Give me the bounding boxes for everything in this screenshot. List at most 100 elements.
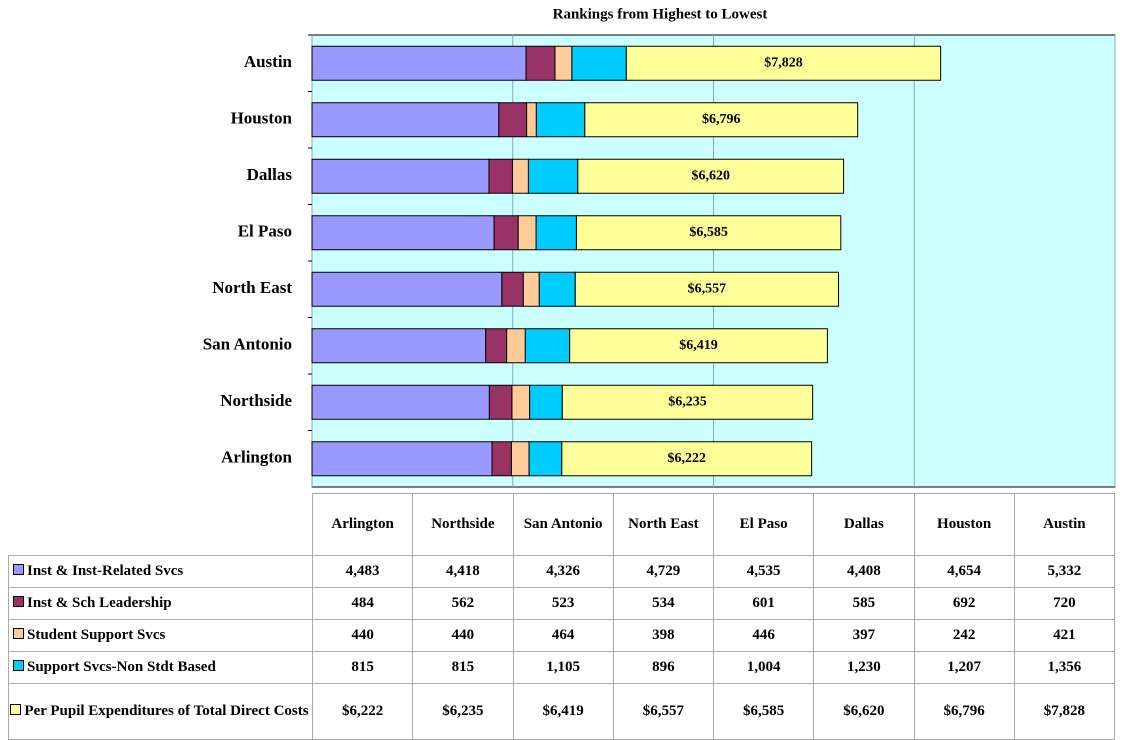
bar-segment [527, 158, 579, 194]
table-value: 4,483 [311, 555, 414, 588]
table-value: 446 [712, 619, 815, 652]
table-value: 815 [311, 651, 414, 684]
table-value: 896 [612, 651, 715, 684]
bar-segment [493, 215, 519, 251]
table-value: 1,207 [913, 651, 1015, 684]
category-label: Northside [220, 391, 292, 410]
legend-key [13, 564, 24, 575]
bar-segment [577, 158, 845, 194]
bar-segment [526, 102, 537, 138]
row-label: Student Support Svcs [8, 619, 313, 652]
table-value: 720 [1013, 587, 1116, 620]
category-label: Dallas [247, 165, 293, 184]
bar-segment [569, 328, 828, 364]
table-value: $6,620 [813, 683, 915, 740]
legend-key [13, 628, 24, 639]
table-value: 4,729 [612, 555, 715, 588]
legend-label: Inst & Inst-Related Svcs [27, 563, 184, 579]
bar-segment [488, 158, 513, 194]
table-value: 5,332 [1013, 555, 1116, 588]
bar-segment [311, 102, 500, 138]
data-table: Arlington Northside San Antonio North East E… [8, 493, 1116, 740]
bar-segment [506, 328, 526, 364]
header-row: Arlington Northside San Antonio North East E… [8, 493, 1116, 556]
table-value: $6,222 [311, 683, 414, 740]
table-value: 4,654 [913, 555, 1015, 588]
table-value: 534 [612, 587, 715, 620]
legend-label: Per Pupil Expenditures of Total Direct C… [24, 703, 309, 719]
bar-segment [538, 271, 576, 307]
data-label: $6,796 [702, 112, 741, 127]
category-label: Houston [231, 109, 293, 128]
bar-segment [535, 102, 586, 138]
column-header: Houston [913, 493, 1015, 556]
table-value: $6,585 [712, 683, 815, 740]
table-value: 523 [512, 587, 614, 620]
bar-segment [491, 441, 512, 477]
table-value: $6,796 [913, 683, 1015, 740]
category-label: Austin [244, 52, 293, 71]
table-value: 815 [412, 651, 514, 684]
table-value: $7,828 [1013, 683, 1116, 740]
chart: Rankings from Highest to Lowest Arlingto… [203, 6, 1116, 488]
bar-segment [575, 215, 842, 251]
bar-segment [511, 384, 531, 420]
row-label: Inst & Inst-Related Svcs [8, 555, 313, 588]
bar-segment [625, 45, 942, 81]
bar-segment [311, 45, 527, 81]
bar-segment [524, 328, 571, 364]
data-row: Inst & Inst-Related Svcs 4,483 4,418 4,326 4… [8, 555, 1116, 588]
bar-segment [554, 45, 573, 81]
bar-segment [498, 102, 528, 138]
bar-segment [488, 384, 513, 420]
data-label: $6,235 [668, 394, 707, 409]
bar-segment [561, 441, 813, 477]
table-value: 1,230 [813, 651, 915, 684]
data-row: Support Svcs-Non Stdt Based 815 815 1,105 89… [8, 651, 1116, 684]
data-label: $6,585 [689, 225, 728, 240]
category-label: North East [212, 278, 292, 297]
bar-segment [561, 384, 814, 420]
table-value: 692 [913, 587, 1015, 620]
bar-segment [311, 215, 495, 251]
category-label: El Paso [238, 222, 292, 241]
table-value: 397 [813, 619, 915, 652]
legend-key [13, 660, 24, 671]
corner-cell [8, 493, 313, 556]
bar-segment [584, 102, 859, 138]
column-header: El Paso [712, 493, 815, 556]
table-value: 398 [612, 619, 715, 652]
bar-segment [511, 158, 529, 194]
table-value: 1,105 [512, 651, 614, 684]
bar-segment [522, 271, 540, 307]
table-value: 440 [311, 619, 414, 652]
bar-segment [510, 441, 530, 477]
bar-segment [311, 441, 493, 477]
data-label: $6,419 [679, 338, 718, 353]
bar-segment [311, 158, 490, 194]
column-header: Dallas [813, 493, 915, 556]
chart-title: Rankings from Highest to Lowest [553, 6, 768, 22]
table-value: 484 [311, 587, 414, 620]
table-value: 4,326 [512, 555, 614, 588]
category-label: Arlington [221, 448, 292, 467]
bar-segment [517, 215, 537, 251]
table-value: 4,535 [712, 555, 815, 588]
row-label: Inst & Sch Leadership [8, 587, 313, 620]
table-value: 585 [813, 587, 915, 620]
legend-key [13, 596, 24, 607]
column-header: North East [612, 493, 715, 556]
legend-label: Support Svcs-Non Stdt Based [27, 659, 216, 675]
table-value: 4,418 [412, 555, 514, 588]
table-value: 242 [913, 619, 1015, 652]
table-value: $6,235 [412, 683, 514, 740]
row-label: Support Svcs-Non Stdt Based [8, 651, 313, 684]
bar-segment [501, 271, 524, 307]
bar-segment [529, 384, 563, 420]
bar-segment [535, 215, 577, 251]
legend-label: Student Support Svcs [27, 627, 166, 643]
bar-segment [311, 328, 487, 364]
table-value: $6,557 [612, 683, 715, 740]
legend-label: Inst & Sch Leadership [27, 595, 172, 611]
column-header: Northside [412, 493, 514, 556]
